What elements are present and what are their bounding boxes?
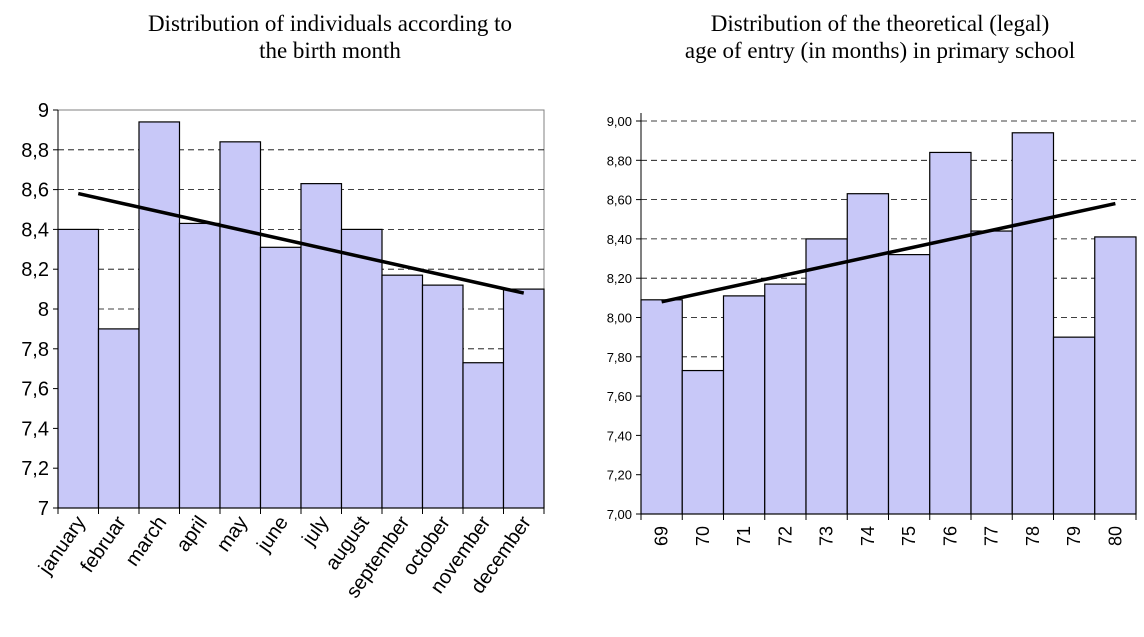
bar-77 [970,230,1013,515]
x-tick-label: january [34,512,90,579]
bar-79 [1052,336,1096,515]
bar-80 [1094,236,1137,515]
y-tick-label: 7,8 [21,339,49,361]
chart-title-entry-age: Distribution of the theoretical (legal) … [610,10,1144,64]
x-tick-label: 72 [775,526,795,546]
chart-entry-age: 7,00 7,20 7,40 7,60 7,80 8,00 8,20 8,40 8,60 8,80… [607,113,1137,546]
x-tick-label: 74 [858,526,878,546]
chart-title-line: age of entry (in months) in primary scho… [684,38,1076,63]
bar-september [381,274,424,509]
x-tick-label: 76 [940,526,960,546]
y-tick-label: 9 [38,100,49,122]
y-tick-label: 7,80 [607,350,632,365]
trend-line [77,191,525,295]
y-tick-label: 8,80 [607,153,632,168]
x-tick-label: 78 [1023,526,1043,546]
bar-72 [764,283,807,515]
bar-march [138,121,181,509]
x-tick-label: 73 [817,526,837,546]
bar-december [502,288,545,509]
x-tick-label: may [213,512,253,556]
x-tick-label: march [121,512,171,570]
x-tick-label: 69 [652,526,672,546]
bar-73 [805,238,848,515]
y-tick-label: 7,2 [21,458,49,480]
bar-april [178,222,221,509]
chart-title-line: Distribution of individuals according to [147,11,513,36]
bar-august [340,228,383,509]
bar-februar [97,328,140,509]
y-tick-label: 7 [38,498,49,520]
chart-title-birth-month: Distribution of individuals according to… [80,10,580,64]
x-tick-label: 71 [734,526,754,546]
bar-78 [1011,132,1055,515]
y-tick-label: 7,00 [607,507,632,522]
y-tick-label: 8,8 [21,140,49,162]
x-tick-label: 77 [982,526,1002,546]
x-tick-label: 80 [1105,526,1125,546]
y-tick-label: 8,40 [607,232,632,247]
y-tick-label: 8,20 [607,271,632,286]
bar-june [259,246,302,509]
y-tick-label: 7,6 [21,379,49,401]
chart-title-line: Distribution of the theoretical (legal) [710,11,1050,36]
y-tick-label: 9,00 [607,114,632,129]
bar-76 [929,151,972,515]
x-tick-label: 75 [899,526,919,546]
x-tick-label: 79 [1064,526,1084,546]
bar-october [421,284,464,509]
bar-71 [722,295,766,515]
x-tick-label: july [298,512,334,550]
y-tick-label: 7,40 [607,428,632,443]
chart-birth-month: 77,27,47,67,888,28,48,68,89januaryfebrua… [21,100,545,602]
y-tick-label: 8,60 [607,193,632,208]
y-tick-label: 7,4 [21,418,49,440]
x-tick-label: 70 [693,526,713,546]
bar-74 [846,193,890,515]
y-tick-label: 8,2 [21,259,49,281]
bar-november [462,362,505,509]
y-tick-label: 7,20 [607,468,632,483]
bar-may [219,141,262,509]
y-tick-label: 8 [38,299,49,321]
x-tick-label: june [253,512,293,556]
y-tick-label: 7,60 [607,389,632,404]
bar-january [57,228,100,509]
bar-75 [887,254,931,515]
chart-title-line: the birth month [259,38,401,63]
y-tick-label: 8,6 [21,180,49,202]
y-tick-label: 8,00 [607,311,632,326]
trend-line [661,201,1116,304]
bar-70 [681,369,725,515]
bar-69 [640,299,683,515]
bar-july [300,183,343,509]
x-tick-label: april [172,512,212,556]
y-tick-label: 8,4 [21,219,49,241]
